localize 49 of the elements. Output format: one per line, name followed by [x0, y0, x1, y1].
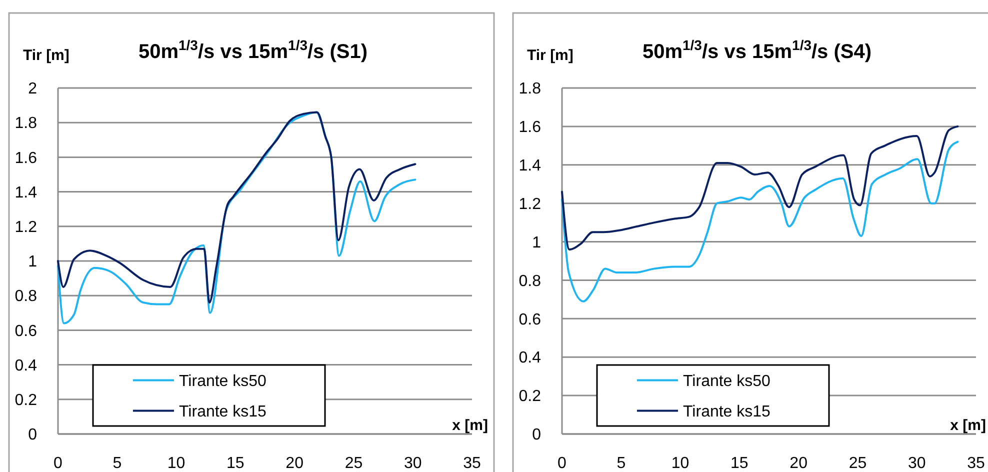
legend-label: Tirante ks15 — [179, 403, 267, 420]
x-tick-label: 30 — [908, 455, 926, 472]
y-tick-label: 1.2 — [14, 219, 38, 236]
chart-title: 50m$^{1/3}$/s vs 15m$^{1/3}$/s (S1) — [138, 37, 368, 63]
chart-title: 50m$^{1/3}$/s vs 15m$^{1/3}$/s (S4) — [642, 37, 872, 63]
y-tick-label: 0.8 — [14, 288, 38, 306]
y-tick-label: 0.4 — [518, 350, 542, 367]
x-tick-label: 15 — [730, 455, 748, 472]
y-tick-label: 1 — [532, 234, 542, 252]
x-tick-label: 20 — [790, 455, 808, 472]
legend-label: Tirante ks15 — [683, 403, 771, 420]
y-tick-label: 1.4 — [518, 157, 542, 174]
x-tick-label: 10 — [671, 455, 690, 472]
line-series — [561, 125, 959, 250]
y-tick-label: 1 — [28, 254, 38, 271]
y-tick-label: 1.4 — [14, 184, 38, 202]
y-tick-label: 0.4 — [14, 357, 38, 374]
legend-label: Tirante ks50 — [179, 372, 267, 390]
y-tick-label: 0 — [532, 426, 542, 444]
y-tick-label: 0.6 — [518, 311, 542, 328]
y-tick-label: 1.6 — [14, 150, 38, 167]
y-tick-label: 0.8 — [518, 272, 542, 290]
y-tick-label: 0.2 — [518, 388, 542, 406]
x-tick-label: 20 — [286, 455, 304, 472]
y-tick-label: 1.2 — [518, 196, 542, 213]
y-tick-label: 1.6 — [518, 119, 542, 136]
x-tick-label: 5 — [112, 455, 122, 472]
x-tick-label: 35 — [967, 455, 985, 472]
x-tick-label: 15 — [226, 455, 244, 472]
x-tick-label: 0 — [558, 455, 567, 472]
y-tick-label: 0.2 — [14, 392, 38, 409]
x-axis-title: x [m] — [950, 417, 986, 434]
x-tick-label: 30 — [404, 455, 422, 472]
y-tick-label: 1.8 — [14, 115, 38, 132]
line-series — [561, 140, 959, 302]
x-tick-label: 35 — [463, 455, 481, 472]
y-tick-label: 2 — [28, 80, 38, 98]
y-tick-label: 0.6 — [14, 322, 38, 340]
x-tick-label: 0 — [54, 455, 63, 472]
y-tick-label: 1.8 — [518, 80, 542, 98]
legend-label: Tirante ks50 — [683, 372, 771, 390]
y-axis-title: Tir [m] — [527, 47, 574, 64]
x-axis-title: x [m] — [452, 417, 488, 434]
x-tick-label: 5 — [616, 455, 626, 472]
x-tick-label: 25 — [344, 455, 363, 472]
y-axis-title: Tir [m] — [23, 47, 70, 64]
x-tick-label: 10 — [167, 455, 186, 472]
x-tick-label: 25 — [848, 455, 867, 472]
y-tick-label: 0 — [28, 426, 38, 444]
